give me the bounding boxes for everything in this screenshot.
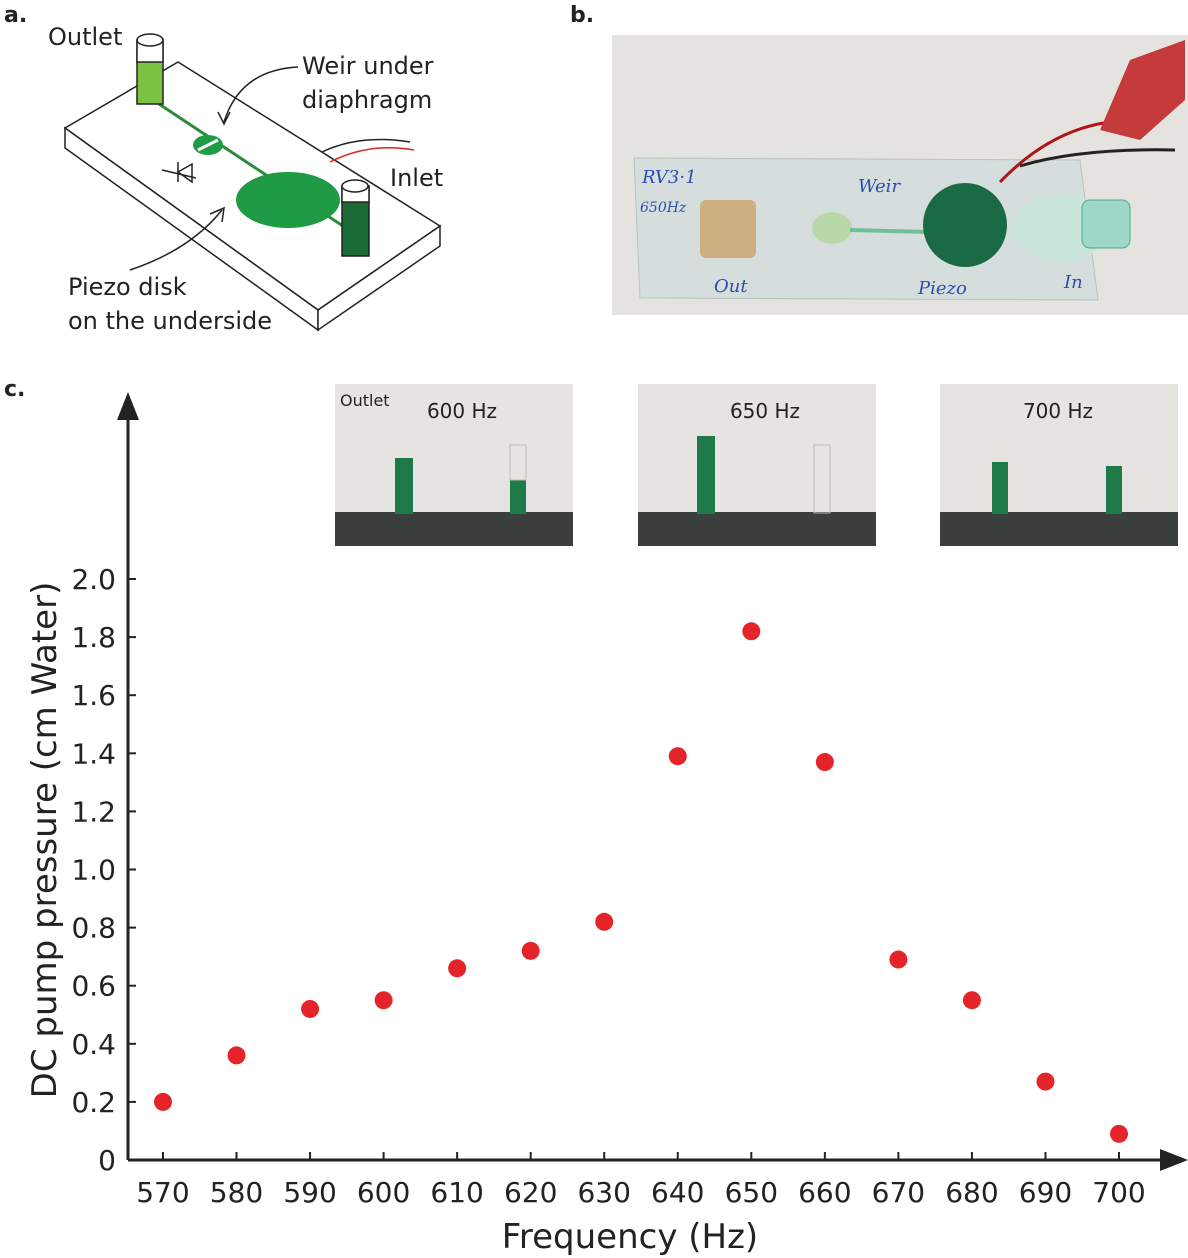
y-tick-label: 0.8	[71, 912, 116, 945]
y-tick-label: 2.0	[71, 563, 116, 596]
y-tick-label: 1.8	[71, 621, 116, 654]
inset-label: 600 Hz	[427, 399, 497, 423]
x-tick-label: 620	[504, 1176, 557, 1209]
data-point	[228, 1046, 246, 1064]
photo-label: Piezo	[917, 278, 967, 299]
data-point	[963, 991, 981, 1009]
inset-label: Outlet	[340, 391, 390, 410]
x-tick-label: 610	[430, 1176, 483, 1209]
x-tick-label: 680	[945, 1176, 998, 1209]
y-tick-label: 0.6	[71, 970, 116, 1003]
data-point	[1110, 1125, 1128, 1143]
data-point	[742, 622, 760, 640]
x-tick-label: 650	[725, 1176, 778, 1209]
x-tick-label: 630	[577, 1176, 630, 1209]
panel-label: c.	[4, 377, 25, 402]
photo-label: In	[1063, 272, 1083, 293]
x-tick-label: 670	[872, 1176, 925, 1209]
diagram-label: Weir under	[302, 52, 434, 80]
diagram-label: Inlet	[390, 164, 443, 192]
photo-label: Out	[714, 276, 748, 297]
data-point	[595, 913, 613, 931]
diagram-label: on the underside	[68, 307, 272, 335]
x-tick-label: 590	[283, 1176, 336, 1209]
data-point	[816, 753, 834, 771]
y-tick-label: 1.0	[71, 854, 116, 887]
data-point	[669, 747, 687, 765]
y-tick-label: 0	[98, 1144, 116, 1177]
axis-arrow	[117, 392, 139, 420]
x-tick-label: 660	[798, 1176, 851, 1209]
photo-label: 650Hz	[640, 200, 687, 216]
panel-label: a.	[4, 3, 27, 28]
photo-label: RV3·1	[641, 167, 697, 188]
device-photo	[612, 35, 1188, 315]
data-point	[522, 942, 540, 960]
data-point	[1036, 1073, 1054, 1091]
x-tick-label: 640	[651, 1176, 704, 1209]
y-tick-label: 1.6	[71, 679, 116, 712]
x-tick-label: 600	[357, 1176, 410, 1209]
y-tick-label: 0.4	[71, 1028, 116, 1061]
x-tick-label: 700	[1092, 1176, 1145, 1209]
y-tick-label: 1.2	[71, 795, 116, 828]
data-point	[301, 1000, 319, 1018]
figure: a. b. c. Outlet Weir under diaphragm Inl…	[0, 0, 1188, 1258]
data-point	[889, 951, 907, 969]
inset-label: 650 Hz	[730, 399, 800, 423]
data-point	[375, 991, 393, 1009]
diagram-label: Piezo disk	[68, 273, 187, 301]
x-tick-label: 570	[136, 1176, 189, 1209]
photo-label: Weir	[858, 176, 901, 197]
x-axis-label: Frequency (Hz)	[502, 1217, 758, 1257]
diagram-label: Outlet	[48, 23, 122, 51]
x-tick-label: 580	[210, 1176, 263, 1209]
panel-label: b.	[570, 3, 594, 28]
y-axis-label: DC pump pressure (cm Water)	[25, 582, 65, 1099]
x-tick-label: 690	[1019, 1176, 1072, 1209]
axis-arrow	[1160, 1149, 1188, 1171]
y-tick-label: 1.4	[71, 737, 116, 770]
inset-label: 700 Hz	[1023, 399, 1093, 423]
data-point	[448, 959, 466, 977]
diagram-label: diaphragm	[302, 86, 432, 114]
y-tick-label: 0.2	[71, 1086, 116, 1119]
data-point	[154, 1093, 172, 1111]
